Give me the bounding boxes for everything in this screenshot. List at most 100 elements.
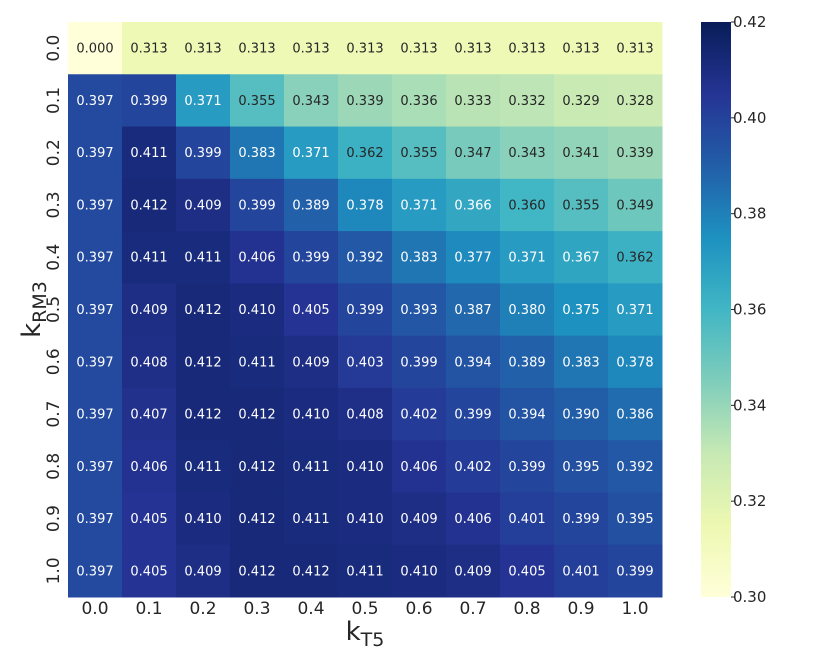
heatmap-cell xyxy=(122,126,177,180)
heatmap-cell xyxy=(392,74,447,128)
heatmap-cell xyxy=(608,335,663,389)
heatmap-cell xyxy=(554,22,609,75)
heatmap-cell xyxy=(284,22,339,75)
heatmap-cell xyxy=(446,126,501,180)
cell-value-label: 0.406 xyxy=(400,460,437,475)
heatmap-cell xyxy=(446,440,501,493)
heatmap-cell xyxy=(338,74,393,128)
cell-value-label: 0.411 xyxy=(184,460,221,475)
cell-value-label: 0.355 xyxy=(562,198,599,213)
cell-value-label: 0.410 xyxy=(292,408,329,423)
cell-value-label: 0.392 xyxy=(616,460,653,475)
heatmap-cell xyxy=(608,231,663,284)
heatmap-cell xyxy=(608,544,663,598)
colorbar-tick-label: 0.30 xyxy=(733,588,766,606)
cell-value-label: 0.313 xyxy=(616,42,653,57)
heatmap-cell xyxy=(554,544,609,598)
x-tick-label: 0.8 xyxy=(513,599,540,619)
heatmap-cell xyxy=(392,231,447,284)
x-tick-label: 0.6 xyxy=(405,599,432,619)
heatmap-cell xyxy=(338,178,393,232)
heatmap-cell xyxy=(122,178,177,232)
heatmap-cell xyxy=(500,231,555,284)
heatmap-cell xyxy=(338,231,393,284)
cell-value-label: 0.399 xyxy=(130,94,167,109)
heatmap-cell xyxy=(176,22,231,75)
heatmap-cell xyxy=(68,178,123,232)
heatmap-cell xyxy=(176,387,231,441)
cell-value-label: 0.411 xyxy=(238,355,275,370)
heatmap-cell xyxy=(554,492,609,546)
cell-value-label: 0.313 xyxy=(508,42,545,57)
cell-value-label: 0.389 xyxy=(292,198,329,213)
cell-value-label: 0.371 xyxy=(508,251,545,266)
y-tick-label: 0.3 xyxy=(44,191,64,218)
heatmap-cell xyxy=(68,492,123,546)
heatmap-cell xyxy=(392,178,447,232)
cell-value-label: 0.399 xyxy=(346,303,383,318)
heatmap-cell xyxy=(230,283,285,337)
y-tick-label: 0.0 xyxy=(44,35,64,62)
heatmap-cell xyxy=(500,387,555,441)
heatmap-cell xyxy=(284,178,339,232)
cell-value-label: 0.389 xyxy=(508,355,545,370)
colorbar-tick-label: 0.40 xyxy=(733,109,766,127)
heatmap-cell xyxy=(338,544,393,598)
heatmap-cell xyxy=(230,544,285,598)
cell-value-label: 0.399 xyxy=(454,408,491,423)
heatmap-cell xyxy=(500,335,555,389)
cell-value-label: 0.383 xyxy=(238,146,275,161)
cell-value-label: 0.387 xyxy=(454,303,491,318)
cell-value-label: 0.410 xyxy=(400,564,437,579)
heatmap-cell xyxy=(446,178,501,232)
cell-value-label: 0.408 xyxy=(130,355,167,370)
heatmap-cell xyxy=(392,22,447,75)
cell-value-label: 0.406 xyxy=(238,251,275,266)
heatmap-cell xyxy=(230,178,285,232)
cell-value-label: 0.411 xyxy=(184,251,221,266)
heatmap-cell xyxy=(446,74,501,128)
cell-value-label: 0.341 xyxy=(562,146,599,161)
heatmap-cell xyxy=(392,283,447,337)
heatmap-cell xyxy=(554,440,609,493)
cell-value-label: 0.397 xyxy=(76,94,113,109)
cell-value-label: 0.395 xyxy=(616,512,653,527)
heatmap-cell xyxy=(68,231,123,284)
cell-value-label: 0.409 xyxy=(400,512,437,527)
cell-value-label: 0.371 xyxy=(184,94,221,109)
cell-value-label: 0.411 xyxy=(130,146,167,161)
heatmap-cell xyxy=(446,335,501,389)
cell-value-label: 0.410 xyxy=(346,512,383,527)
cell-value-label: 0.393 xyxy=(400,303,437,318)
cell-value-label: 0.402 xyxy=(454,460,491,475)
heatmap-cells: 0.000 0.313 0.313 0.313 0.313 0.313 0.313 0.313… xyxy=(68,22,663,598)
heatmap-cell xyxy=(338,22,393,75)
cell-value-label: 0.412 xyxy=(238,408,275,423)
x-tick-label: 0.0 xyxy=(81,599,108,619)
cell-value-label: 0.412 xyxy=(292,564,329,579)
heatmap-cell xyxy=(284,335,339,389)
heatmap-cell xyxy=(176,178,231,232)
heatmap-cell xyxy=(68,74,123,128)
cell-value-label: 0.375 xyxy=(562,303,599,318)
cell-value-label: 0.405 xyxy=(130,512,167,527)
heatmap-cell xyxy=(176,335,231,389)
cell-value-label: 0.377 xyxy=(454,251,491,266)
heatmap-cell xyxy=(554,283,609,337)
y-tick-label: 0.8 xyxy=(44,453,64,480)
heatmap-cell xyxy=(230,492,285,546)
colorbar xyxy=(701,22,731,597)
cell-value-label: 0.397 xyxy=(76,198,113,213)
heatmap-cell xyxy=(392,492,447,546)
heatmap-cell xyxy=(122,22,177,75)
cell-value-label: 0.366 xyxy=(454,198,491,213)
cell-value-label: 0.313 xyxy=(238,42,275,57)
heatmap-cell xyxy=(338,126,393,180)
heatmap-cell xyxy=(446,387,501,441)
cell-value-label: 0.386 xyxy=(616,408,653,423)
colorbar-tick-label: 0.32 xyxy=(733,492,766,510)
cell-value-label: 0.406 xyxy=(454,512,491,527)
cell-value-label: 0.332 xyxy=(508,94,545,109)
cell-value-label: 0.392 xyxy=(346,251,383,266)
heatmap-cell xyxy=(122,440,177,493)
